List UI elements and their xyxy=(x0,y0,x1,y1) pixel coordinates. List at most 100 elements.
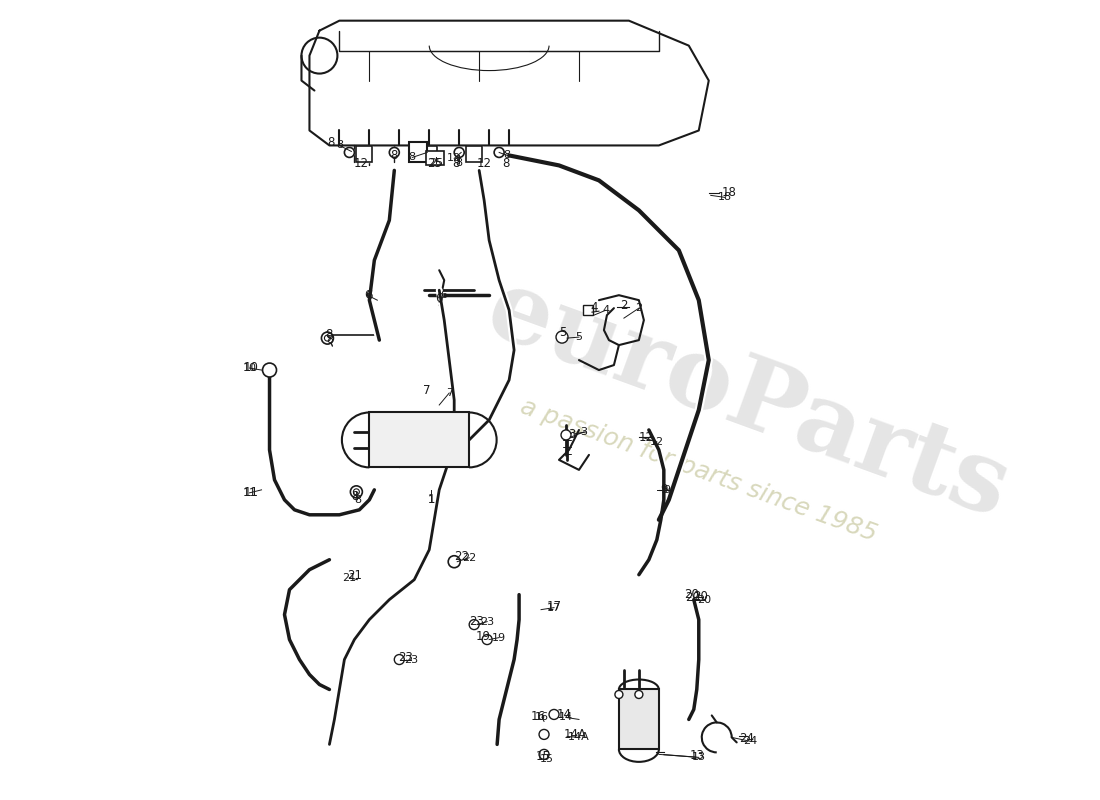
Text: 20: 20 xyxy=(696,594,711,605)
Text: 4: 4 xyxy=(591,301,597,314)
Text: 12: 12 xyxy=(354,157,368,170)
Bar xyxy=(466,146,482,162)
Text: 5: 5 xyxy=(559,326,566,338)
Text: 8: 8 xyxy=(503,157,509,170)
Circle shape xyxy=(635,690,642,698)
Text: 8: 8 xyxy=(452,157,460,170)
Text: 8: 8 xyxy=(354,495,361,505)
Text: 4: 4 xyxy=(603,305,609,315)
Text: 23: 23 xyxy=(469,615,484,628)
Text: 19: 19 xyxy=(475,630,491,643)
Text: 15: 15 xyxy=(540,754,554,764)
Circle shape xyxy=(351,486,362,498)
Bar xyxy=(356,146,372,162)
Text: 6: 6 xyxy=(441,290,448,300)
Circle shape xyxy=(470,620,480,630)
Text: 6: 6 xyxy=(436,292,443,305)
Circle shape xyxy=(324,335,330,341)
Text: 13: 13 xyxy=(690,749,704,762)
Text: 20: 20 xyxy=(693,590,708,603)
Circle shape xyxy=(539,730,549,739)
Circle shape xyxy=(321,332,333,344)
Text: 20: 20 xyxy=(684,588,700,601)
Bar xyxy=(427,151,444,166)
Text: 8: 8 xyxy=(328,136,336,149)
Text: 3: 3 xyxy=(569,429,575,442)
Text: euroParts: euroParts xyxy=(474,261,1023,539)
Text: 1: 1 xyxy=(428,494,435,506)
Text: 8: 8 xyxy=(326,335,333,345)
Text: 10: 10 xyxy=(244,361,258,374)
Circle shape xyxy=(448,556,460,568)
Text: 20: 20 xyxy=(685,591,701,604)
Text: 11: 11 xyxy=(244,486,260,499)
Circle shape xyxy=(556,331,568,343)
Text: 1: 1 xyxy=(428,495,435,505)
Bar xyxy=(619,690,659,750)
Text: 18: 18 xyxy=(722,186,736,199)
Text: 23: 23 xyxy=(398,651,412,664)
Text: 24: 24 xyxy=(744,736,758,746)
Bar xyxy=(466,146,482,162)
Text: 6: 6 xyxy=(365,289,373,302)
Bar xyxy=(370,412,470,467)
Circle shape xyxy=(561,430,571,440)
Text: 16: 16 xyxy=(535,713,549,722)
Text: a passion for parts since 1985: a passion for parts since 1985 xyxy=(517,394,880,546)
Text: 12: 12 xyxy=(447,154,461,163)
Text: 2: 2 xyxy=(636,303,642,313)
Text: 11: 11 xyxy=(243,488,256,498)
Text: 6: 6 xyxy=(364,290,371,300)
Text: 12: 12 xyxy=(476,157,492,170)
Text: 24: 24 xyxy=(739,732,755,745)
Text: 12: 12 xyxy=(650,437,664,447)
Circle shape xyxy=(263,363,276,377)
Text: 25: 25 xyxy=(429,158,443,169)
Text: 17: 17 xyxy=(547,600,561,613)
Text: 14: 14 xyxy=(559,713,573,722)
Text: 3: 3 xyxy=(581,427,587,437)
Text: 9: 9 xyxy=(663,485,670,495)
Text: 5: 5 xyxy=(575,332,583,342)
Bar xyxy=(421,146,437,162)
Circle shape xyxy=(482,634,492,645)
Text: 8: 8 xyxy=(336,141,343,150)
Circle shape xyxy=(389,147,399,158)
Text: 22: 22 xyxy=(462,553,476,562)
Text: 25: 25 xyxy=(427,157,442,170)
Text: 8: 8 xyxy=(409,153,416,162)
Text: 7: 7 xyxy=(422,383,430,397)
Text: 12: 12 xyxy=(638,431,653,445)
Circle shape xyxy=(353,489,360,495)
Text: 23: 23 xyxy=(404,654,418,665)
Text: 22: 22 xyxy=(453,550,469,563)
Text: 8: 8 xyxy=(352,490,359,503)
Bar xyxy=(409,142,427,162)
Circle shape xyxy=(549,710,559,719)
Text: 10: 10 xyxy=(243,363,256,373)
Circle shape xyxy=(494,147,504,158)
Text: 21: 21 xyxy=(346,569,362,582)
Text: 23: 23 xyxy=(480,617,494,626)
Text: 18: 18 xyxy=(717,192,732,202)
Text: 13: 13 xyxy=(692,752,706,762)
Text: 7: 7 xyxy=(446,388,453,398)
Text: 14A: 14A xyxy=(563,728,586,741)
Text: 16: 16 xyxy=(530,710,546,723)
Text: 8: 8 xyxy=(326,328,333,341)
Text: 15: 15 xyxy=(536,750,550,763)
Text: 14: 14 xyxy=(557,708,572,721)
Circle shape xyxy=(539,750,549,759)
Circle shape xyxy=(394,654,405,665)
Circle shape xyxy=(615,690,623,698)
Circle shape xyxy=(344,147,354,158)
Text: 21: 21 xyxy=(342,573,356,582)
Text: 8: 8 xyxy=(455,158,463,169)
Text: 8: 8 xyxy=(504,150,510,161)
Text: 9: 9 xyxy=(660,483,668,496)
Bar xyxy=(583,305,593,315)
Circle shape xyxy=(454,147,464,158)
Text: 2: 2 xyxy=(620,298,628,312)
Text: 14A: 14A xyxy=(568,733,590,742)
Text: 8: 8 xyxy=(390,149,398,162)
